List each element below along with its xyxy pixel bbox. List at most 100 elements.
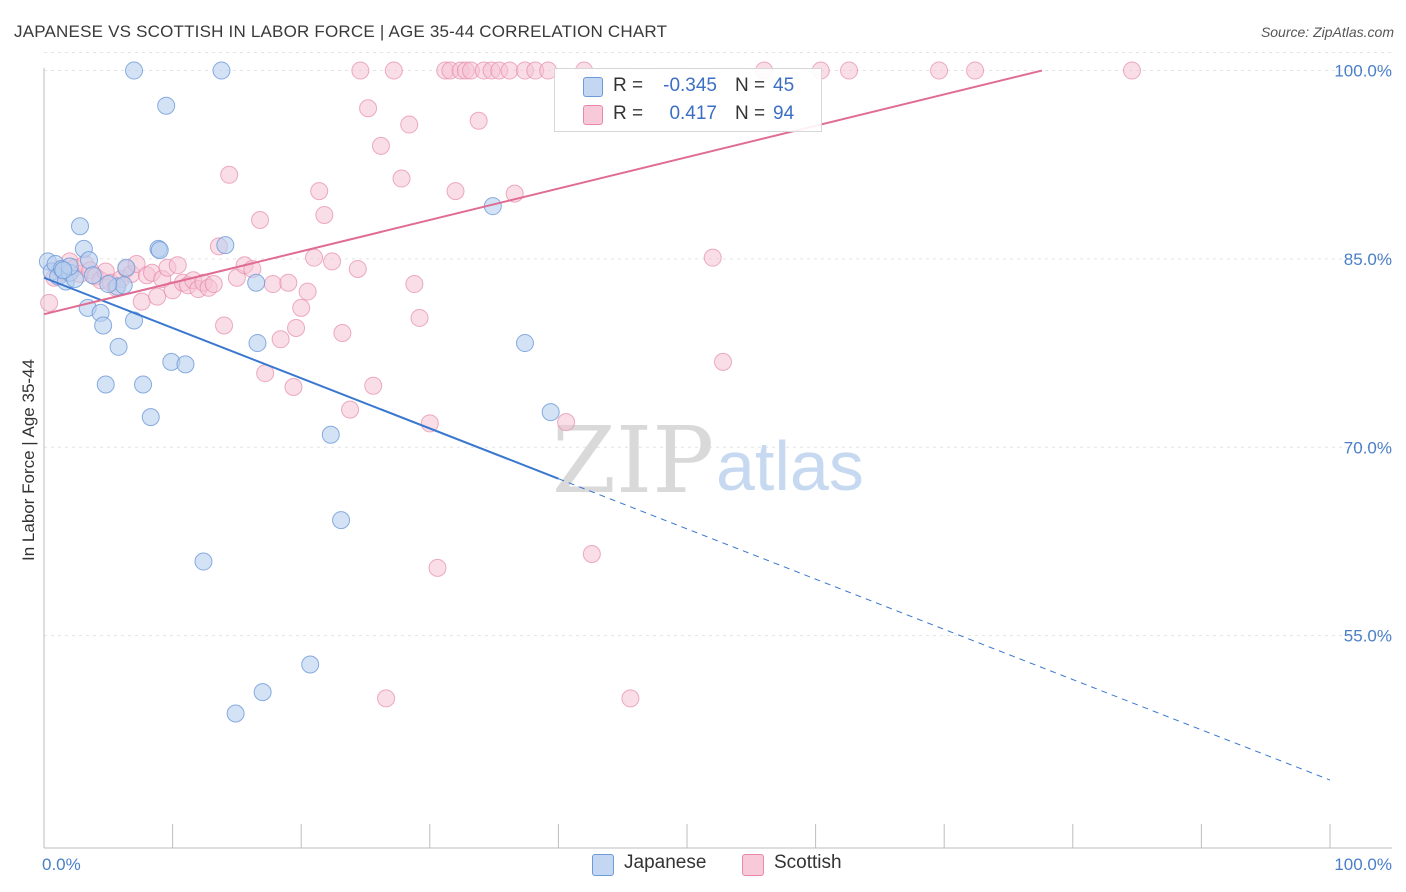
japanese-r-value: -0.345 bbox=[663, 75, 717, 96]
scottish-point bbox=[287, 318, 306, 337]
japanese-point bbox=[96, 375, 115, 394]
scottish-point bbox=[279, 273, 298, 292]
scottish-point bbox=[298, 282, 317, 301]
scottish-point bbox=[930, 61, 949, 80]
scottish-point bbox=[410, 308, 429, 327]
japanese-point bbox=[216, 236, 235, 255]
y-tick-label: 70.0% bbox=[1344, 438, 1392, 457]
japanese-point bbox=[321, 425, 340, 444]
scottish-point bbox=[341, 400, 360, 419]
chart-title: JAPANESE VS SCOTTISH IN LABOR FORCE | AG… bbox=[14, 22, 668, 41]
y-axis-label: In Labor Force | Age 35-44 bbox=[19, 359, 38, 561]
r-label: R = bbox=[613, 75, 644, 96]
scottish-point bbox=[323, 252, 342, 271]
grid-lines bbox=[44, 52, 1392, 637]
y-tick-label: 100.0% bbox=[1334, 62, 1392, 81]
japanese-point bbox=[212, 61, 231, 80]
scottish-point bbox=[315, 205, 334, 224]
scottish-point bbox=[251, 210, 270, 229]
japanese-point bbox=[83, 266, 102, 285]
japanese-point bbox=[117, 258, 136, 277]
japanese-point bbox=[157, 96, 176, 115]
axes bbox=[43, 68, 1392, 849]
scottish-point bbox=[263, 275, 282, 294]
scottish-point bbox=[40, 293, 59, 312]
japanese-points bbox=[38, 61, 560, 723]
scottish-point bbox=[348, 259, 367, 278]
japanese-legend-label: Japanese bbox=[624, 852, 707, 873]
scottish-point bbox=[400, 115, 419, 134]
scottish-point bbox=[405, 275, 424, 294]
japanese-point bbox=[301, 655, 320, 674]
watermark-zip: ZIP bbox=[552, 407, 714, 514]
trend-lines bbox=[43, 69, 1331, 781]
japanese-point bbox=[176, 355, 195, 374]
japanese-point bbox=[114, 276, 133, 295]
scottish-point bbox=[469, 111, 488, 130]
japanese-swatch bbox=[583, 77, 603, 97]
scottish-point bbox=[204, 275, 223, 294]
scottish-legend-label: Scottish bbox=[774, 852, 842, 873]
japanese-point bbox=[253, 683, 272, 702]
scottish-point bbox=[310, 182, 329, 201]
japanese-point bbox=[247, 273, 266, 292]
scottish-swatch bbox=[583, 105, 603, 125]
scottish-n-value: 94 bbox=[773, 103, 795, 124]
japanese-point bbox=[109, 337, 128, 356]
japanese-n-value: 45 bbox=[773, 75, 795, 96]
x-tick-label-max: 100.0% bbox=[1334, 855, 1392, 874]
scottish-point bbox=[284, 378, 303, 397]
scottish-point bbox=[359, 99, 378, 118]
japanese-point bbox=[80, 251, 99, 270]
japanese-point bbox=[54, 261, 73, 280]
scottish-point bbox=[582, 545, 601, 564]
scottish-point bbox=[703, 248, 722, 267]
scottish-point bbox=[364, 376, 383, 395]
watermark: ZIP atlas bbox=[552, 407, 864, 514]
scottish-points bbox=[40, 61, 1141, 708]
scottish-point bbox=[292, 298, 311, 317]
japanese-point bbox=[515, 334, 534, 353]
legend-row-scottish: R = 0.417 N = 94 bbox=[555, 101, 821, 129]
scottish-point bbox=[371, 136, 390, 155]
scottish-point bbox=[557, 413, 576, 432]
scottish-point bbox=[446, 182, 465, 201]
x-tick-label-min: 0.0% bbox=[42, 855, 81, 874]
japanese-point bbox=[125, 61, 144, 80]
scottish-point bbox=[500, 61, 519, 80]
n-label: N = bbox=[735, 75, 766, 96]
scottish-point bbox=[333, 324, 352, 343]
scottish-point bbox=[220, 165, 239, 184]
scottish-legend-swatch bbox=[742, 854, 764, 876]
scottish-point bbox=[148, 287, 167, 306]
scottish-point bbox=[305, 248, 324, 267]
r-label: R = bbox=[613, 103, 644, 124]
scottish-point bbox=[840, 61, 859, 80]
japanese-point bbox=[71, 217, 90, 236]
japanese-point bbox=[194, 552, 213, 571]
scottish-point bbox=[351, 61, 370, 80]
japanese-point bbox=[141, 408, 160, 427]
y-tick-label: 55.0% bbox=[1344, 627, 1392, 646]
scottish-point bbox=[384, 61, 403, 80]
japanese-point bbox=[541, 403, 560, 422]
scottish-point bbox=[168, 256, 187, 275]
source-label: Source: ZipAtlas.com bbox=[1260, 24, 1394, 40]
japanese-point bbox=[94, 316, 113, 335]
scottish-point bbox=[714, 352, 733, 371]
n-label: N = bbox=[735, 103, 766, 124]
correlation-legend: R = -0.345 N = 45 R = 0.417 N = 94 bbox=[554, 68, 822, 132]
japanese-point bbox=[99, 275, 118, 294]
japanese-point bbox=[134, 375, 153, 394]
scottish-point bbox=[621, 689, 640, 708]
scottish-point bbox=[271, 330, 290, 349]
tick-labels: 100.0% 85.0% 70.0% 55.0% 0.0% 100.0% bbox=[42, 62, 1392, 874]
scottish-point bbox=[392, 169, 411, 188]
scottish-point bbox=[966, 61, 985, 80]
japanese-trend-line-extension bbox=[558, 478, 1331, 781]
scottish-point bbox=[132, 292, 151, 311]
scottish-trend-line bbox=[43, 69, 1043, 316]
scottish-point bbox=[1122, 61, 1141, 80]
legend-row-japanese: R = -0.345 N = 45 bbox=[555, 73, 821, 101]
